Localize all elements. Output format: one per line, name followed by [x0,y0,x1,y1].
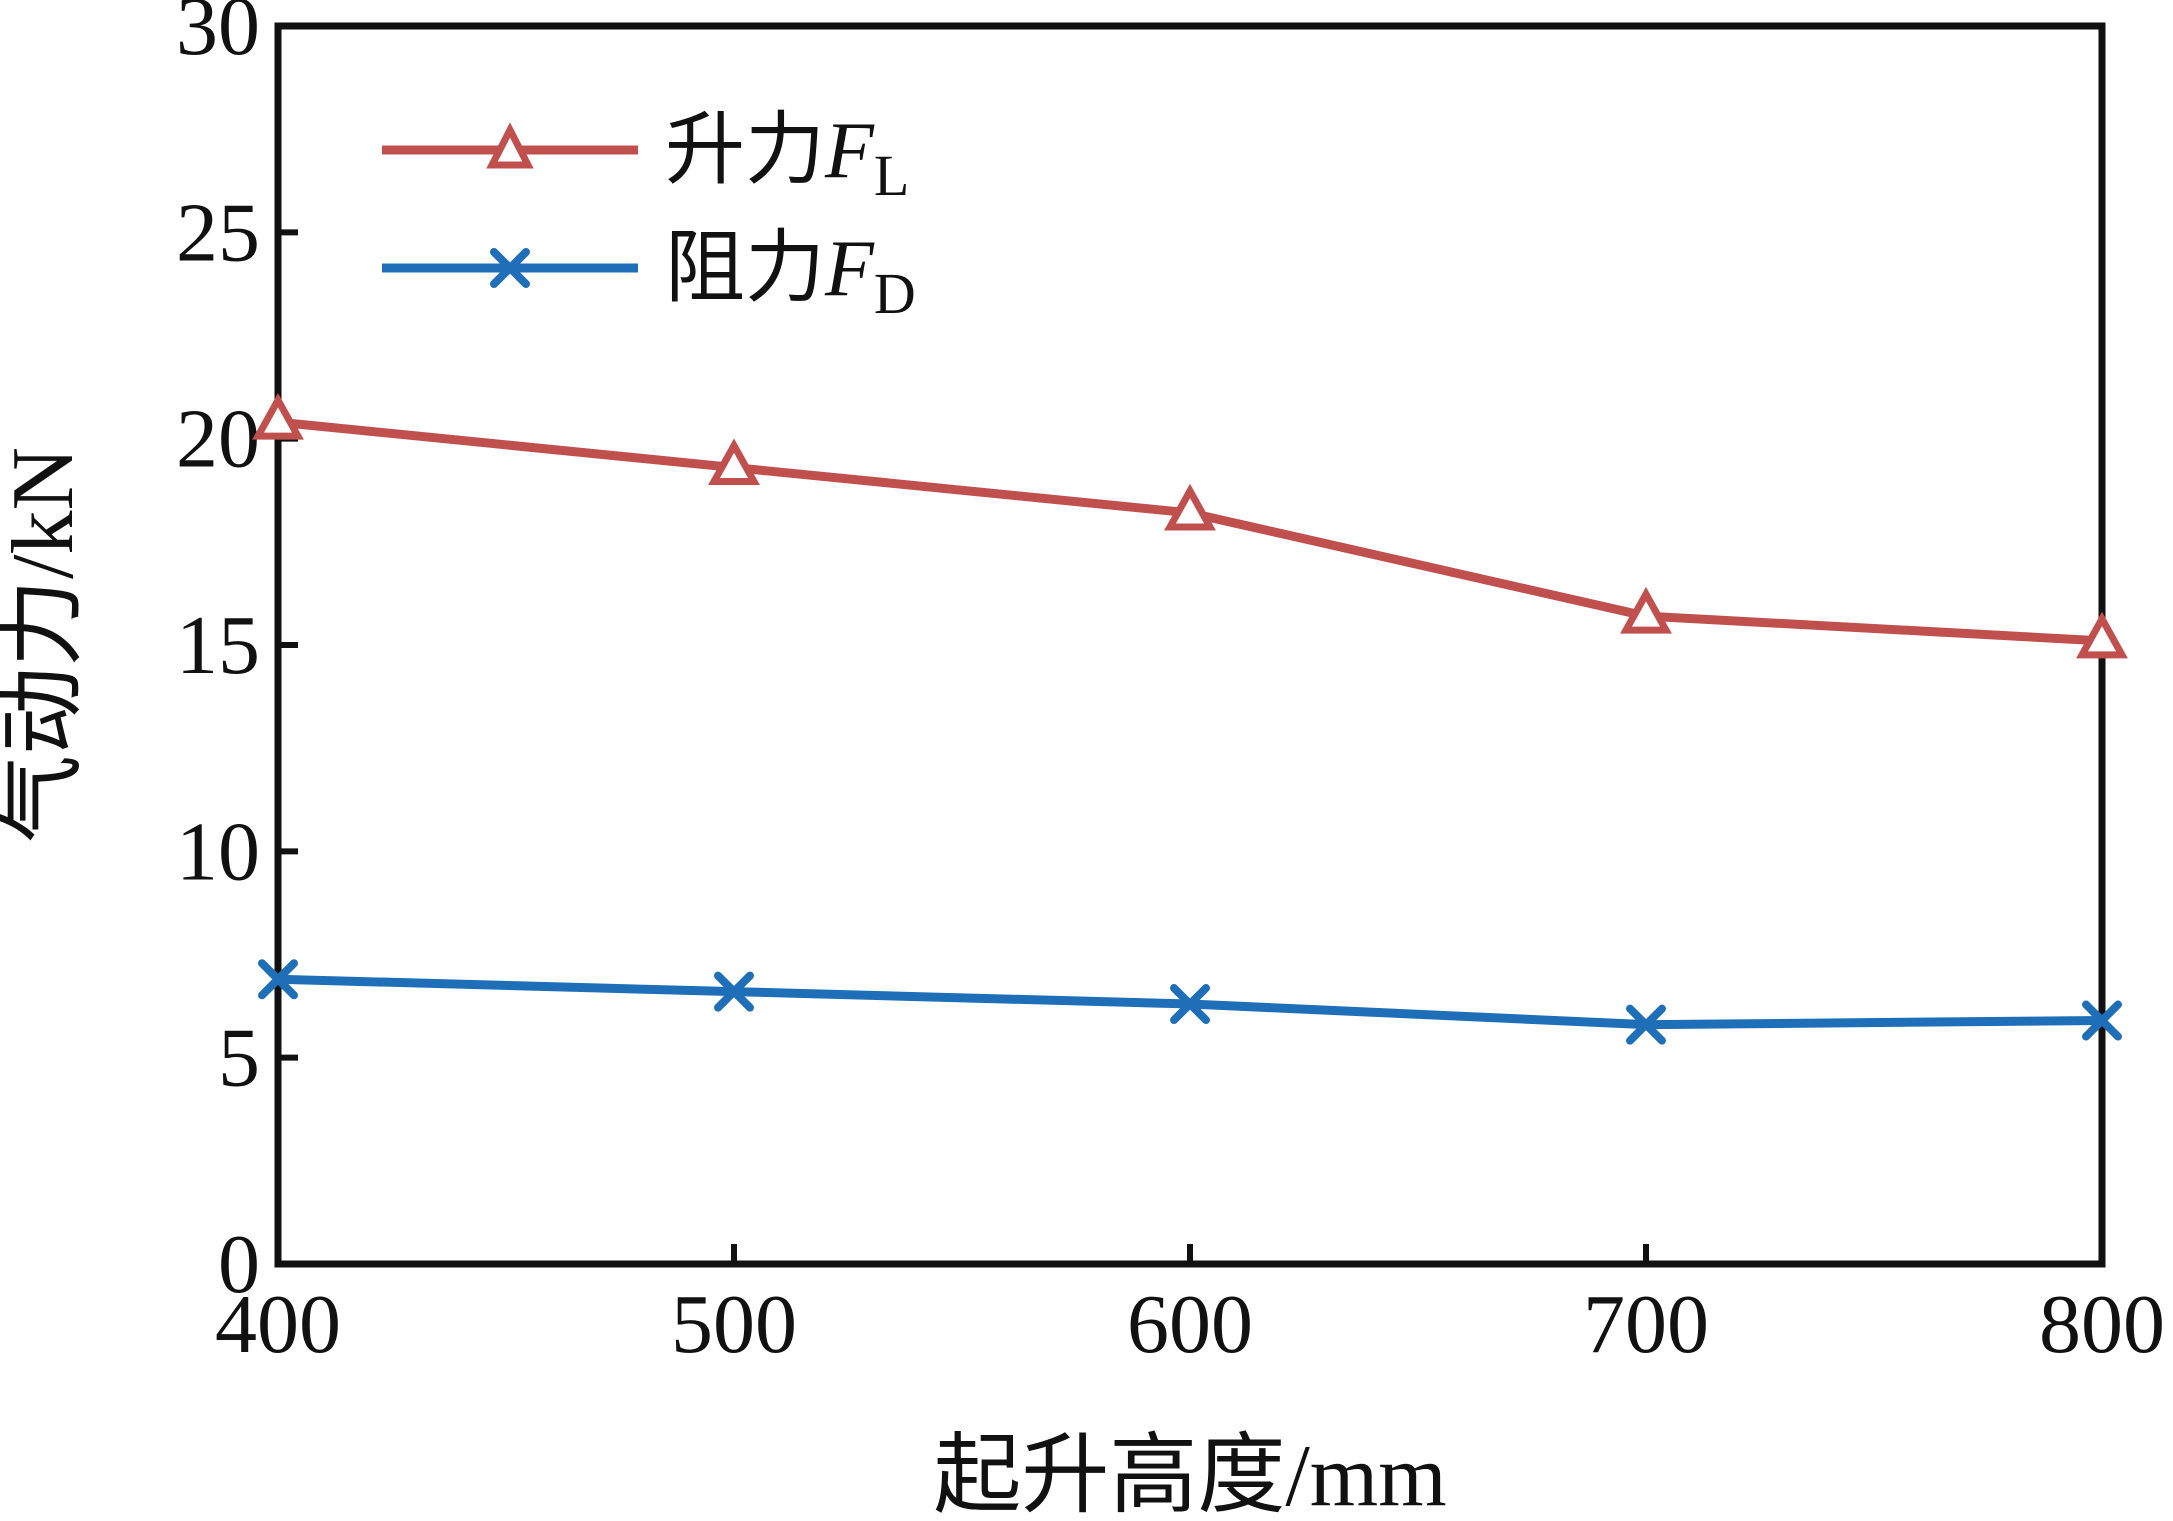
y-tick-label: 25 [176,186,260,279]
x-tick-label: 500 [671,1278,797,1371]
legend: 升力FL 阻力FD [382,107,916,326]
lift-data-point [708,438,760,486]
lift-data-point [2076,611,2128,659]
drag-data-point [258,959,298,1000]
x-tick-label: 400 [215,1278,341,1371]
y-tick-label: 10 [176,805,260,898]
y-tick-label: 30 [176,0,260,73]
y-tick-label: 0 [218,1218,260,1311]
lift-series-line [277,417,2103,646]
y-tick-label: 5 [218,1012,260,1105]
y-tick-label: 20 [176,393,260,486]
x-axis-ticks: 400 500 600 700 800 [215,1244,2165,1371]
x-axis-title: 起升高度/mm [933,1428,1446,1521]
y-tick-label: 15 [176,599,260,692]
legend-lift-marker [486,122,534,169]
legend-drag-marker [490,248,530,288]
lift-data-point [252,392,304,440]
plot-frame [274,22,2106,1268]
x-tick-label: 800 [2039,1278,2165,1371]
x-tick-label: 700 [1583,1278,1709,1371]
x-tick-label: 600 [1127,1278,1253,1371]
lift-data-point [1620,586,1672,634]
drag-data-point [1170,984,1210,1025]
legend-lift-label: 升力FL [665,107,909,208]
series-layer [252,392,2128,1045]
drag-data-point [714,971,754,1012]
legend-drag-label: 阻力FD [665,225,916,326]
lift-data-point [1164,483,1216,531]
drag-data-point [1626,1004,1666,1045]
y-axis-title: 气动力/kN [0,447,92,843]
y-axis-ticks: 0 5 10 15 20 25 30 [176,0,298,1311]
drag-data-point [2082,1000,2122,1041]
